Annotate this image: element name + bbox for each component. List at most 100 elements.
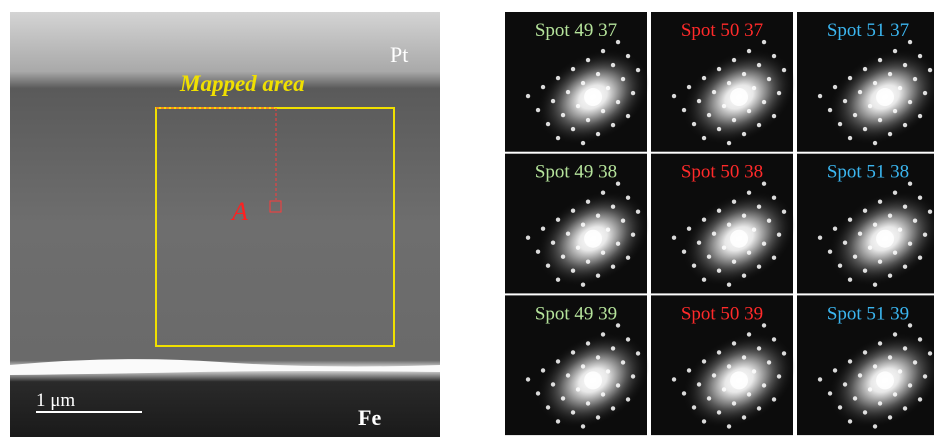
spot	[732, 341, 736, 345]
spot	[888, 72, 892, 76]
spot	[611, 346, 615, 350]
spot	[581, 81, 585, 85]
spot	[546, 122, 550, 126]
top-label: Pt	[390, 42, 408, 67]
spot	[903, 123, 907, 127]
spot	[876, 230, 894, 248]
spot	[903, 346, 907, 350]
spot	[712, 232, 716, 236]
spot	[611, 265, 615, 269]
spot	[571, 67, 575, 71]
spot	[863, 127, 867, 131]
spot	[707, 113, 711, 117]
spot	[631, 374, 635, 378]
spot	[626, 196, 630, 200]
spot	[732, 118, 736, 122]
spot	[556, 419, 560, 423]
spot	[601, 109, 605, 113]
spot	[730, 371, 748, 389]
spot	[873, 141, 877, 145]
spot	[596, 132, 600, 136]
tem-image: Pt Mapped area A 1 μm Fe	[10, 12, 440, 437]
spot	[717, 410, 721, 414]
spot	[707, 255, 711, 259]
spot	[772, 114, 776, 118]
spot	[833, 227, 837, 231]
spot	[772, 54, 776, 58]
spot	[692, 405, 696, 409]
spot	[828, 108, 832, 112]
spot	[556, 218, 560, 222]
spot	[601, 49, 605, 53]
spot	[848, 278, 852, 282]
spot	[551, 241, 555, 245]
spot	[853, 113, 857, 117]
spot	[626, 54, 630, 58]
spot	[526, 94, 530, 98]
spot	[526, 236, 530, 240]
spot	[757, 265, 761, 269]
spot	[843, 99, 847, 103]
spot	[584, 230, 602, 248]
spot	[606, 369, 610, 373]
spot	[611, 123, 615, 127]
spot	[893, 392, 897, 396]
spot	[893, 332, 897, 336]
spot	[576, 387, 580, 391]
spot	[571, 209, 575, 213]
spot	[561, 255, 565, 259]
spot	[923, 91, 927, 95]
spot	[576, 246, 580, 250]
spot	[601, 251, 605, 255]
spot	[707, 396, 711, 400]
spot	[898, 228, 902, 232]
spot	[777, 91, 781, 95]
spot	[838, 122, 842, 126]
spot	[772, 256, 776, 260]
spot	[687, 368, 691, 372]
spot	[596, 214, 600, 218]
spot	[848, 76, 852, 80]
spot	[772, 337, 776, 341]
spot	[732, 58, 736, 62]
point-label: A	[230, 197, 248, 226]
spot	[918, 256, 922, 260]
spot	[601, 191, 605, 195]
page: Pt Mapped area A 1 μm Fe Spot 49 37Spot …	[0, 0, 934, 437]
spot	[918, 397, 922, 401]
spot	[586, 341, 590, 345]
spot	[697, 241, 701, 245]
spot	[712, 373, 716, 377]
spot	[843, 241, 847, 245]
spot	[772, 397, 776, 401]
spot	[742, 132, 746, 136]
spot	[893, 191, 897, 195]
spot	[873, 424, 877, 428]
spot	[551, 99, 555, 103]
spot	[672, 94, 676, 98]
spot	[571, 127, 575, 131]
spot	[722, 387, 726, 391]
spot	[858, 373, 862, 377]
diffraction-cell: Spot 50 38	[651, 154, 812, 305]
spot	[697, 382, 701, 386]
spot	[536, 250, 540, 254]
spot	[717, 350, 721, 354]
spot	[717, 269, 721, 273]
spot	[888, 214, 892, 218]
spot-label: Spot 49 39	[535, 303, 617, 324]
spot-label: Spot 50 37	[681, 20, 763, 41]
spot	[903, 265, 907, 269]
spot	[546, 405, 550, 409]
spot	[898, 86, 902, 90]
spot	[742, 274, 746, 278]
spot	[888, 132, 892, 136]
spot	[727, 424, 731, 428]
spot	[873, 364, 877, 368]
spot	[616, 242, 620, 246]
spot	[727, 223, 731, 227]
spot	[863, 67, 867, 71]
spot	[611, 406, 615, 410]
spot	[757, 205, 761, 209]
spot	[908, 100, 912, 104]
